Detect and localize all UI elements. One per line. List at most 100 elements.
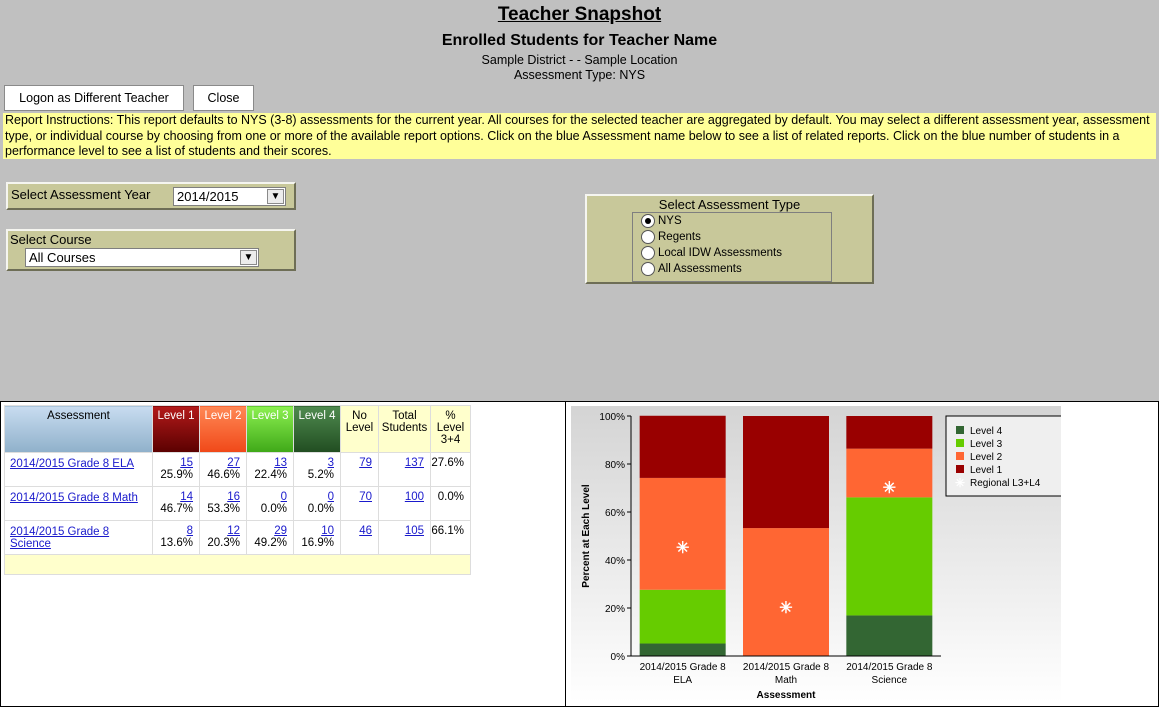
level-4-percent: 16.9%: [301, 537, 334, 549]
y-tick-label: 0%: [611, 652, 626, 663]
legend-label: Regional L3+L4: [970, 478, 1041, 489]
total-count-link[interactable]: 137: [404, 457, 424, 469]
table-row: 2014/2015 Grade 8 ELA 15 25.9% 27 46.6% 13…: [4, 452, 471, 487]
course-select[interactable]: All Courses ▼: [25, 248, 259, 267]
course-label: Select Course: [10, 232, 92, 247]
level-2-count-link[interactable]: 16: [227, 491, 240, 503]
level-4-count-link[interactable]: 0: [327, 491, 334, 503]
bar-segment-level-3: [846, 497, 933, 616]
level-4-count-link[interactable]: 3: [327, 457, 334, 469]
bar-segment-level-2: [639, 477, 726, 590]
district-line: Sample District - - Sample Location: [481, 53, 678, 67]
no-level-cell: 46: [340, 520, 379, 555]
legend-label: Level 3: [970, 439, 1003, 450]
level-2-count-link[interactable]: 27: [227, 457, 240, 469]
no-level-cell: 70: [340, 486, 379, 521]
header-level-2: Level 2: [199, 405, 247, 453]
legend-swatch: [956, 452, 964, 460]
level-1-percent: 25.9%: [160, 469, 193, 481]
bar-segment-level-3: [639, 589, 726, 644]
table-footer-row: [4, 554, 471, 575]
level-1-percent: 13.6%: [160, 537, 193, 549]
level-3-cell: 29 49.2%: [246, 520, 294, 555]
level-1-cell: 15 25.9%: [152, 452, 200, 487]
table-header-row: Assessment Level 1 Level 2 Level 3 Level…: [4, 405, 471, 453]
assessment-type-radio-group: NYS Regents Local IDW Assessments All As…: [632, 212, 832, 282]
x-axis-title: Assessment: [757, 690, 817, 701]
table-footer-cell: [4, 554, 471, 575]
level-2-percent: 46.6%: [207, 469, 240, 481]
level-2-count-link[interactable]: 12: [227, 525, 240, 537]
level-2-cell: 27 46.6%: [199, 452, 247, 487]
logon-different-teacher-button[interactable]: Logon as Different Teacher: [4, 85, 184, 111]
report-instructions: Report Instructions: This report default…: [3, 113, 1156, 159]
assessment-cell: 2014/2015 Grade 8 Science: [4, 520, 153, 555]
regional-marker-icon: ✳: [676, 540, 689, 557]
header-no-level: No Level: [340, 405, 379, 453]
table-row: 2014/2015 Grade 8 Science 8 13.6% 12 20.3%…: [4, 520, 471, 555]
radio-label: Local IDW Assessments: [658, 247, 782, 259]
header-total-students: Total Students: [378, 405, 431, 453]
table-row: 2014/2015 Grade 8 Math 14 46.7% 16 53.3% 0…: [4, 486, 471, 521]
level-3-count-link[interactable]: 13: [274, 457, 287, 469]
total-count-link[interactable]: 105: [404, 525, 424, 537]
radio-unchecked-icon[interactable]: [641, 230, 655, 244]
radio-option-local-idw[interactable]: Local IDW Assessments: [641, 245, 782, 261]
header-level-4: Level 4: [293, 405, 341, 453]
assessment-year-select[interactable]: 2014/2015 ▼: [173, 187, 286, 206]
total-count-link[interactable]: 100: [404, 491, 424, 503]
level-4-count-link[interactable]: 10: [321, 525, 334, 537]
radio-unchecked-icon[interactable]: [641, 246, 655, 260]
panel-divider: [565, 402, 566, 706]
level-1-cell: 8 13.6%: [152, 520, 200, 555]
no-level-count-link[interactable]: 79: [359, 457, 372, 469]
radio-option-regents[interactable]: Regents: [641, 229, 701, 245]
y-tick-label: 40%: [605, 556, 625, 567]
legend-label: Level 1: [970, 465, 1003, 476]
assessment-link[interactable]: 2014/2015 Grade 8 Math: [10, 492, 138, 504]
course-panel: Select Course All Courses ▼: [6, 229, 296, 271]
level-4-percent: 5.2%: [307, 469, 334, 481]
level-2-percent: 20.3%: [207, 537, 240, 549]
level-1-percent: 46.7%: [160, 503, 193, 515]
regional-marker-icon: ✳: [955, 476, 965, 490]
legend-label: Level 2: [970, 452, 1003, 463]
bar-segment-level-1: [743, 416, 829, 529]
radio-checked-icon[interactable]: [641, 214, 655, 228]
level-4-cell: 3 5.2%: [293, 452, 341, 487]
assessment-type-panel: Select Assessment Type NYS Regents Local…: [585, 194, 874, 284]
level-4-cell: 10 16.9%: [293, 520, 341, 555]
level-1-cell: 14 46.7%: [152, 486, 200, 521]
total-cell: 100: [378, 486, 431, 521]
assessment-link[interactable]: 2014/2015 Grade 8 Science: [10, 526, 110, 550]
assessment-link[interactable]: 2014/2015 Grade 8 ELA: [10, 458, 135, 470]
header-level-1: Level 1: [152, 405, 200, 453]
radio-option-all[interactable]: All Assessments: [641, 261, 742, 277]
level-3-count-link[interactable]: 29: [274, 525, 287, 537]
chevron-down-icon[interactable]: ▼: [267, 189, 284, 204]
bar-segment-level-2: [743, 528, 829, 656]
legend-swatch: [956, 426, 964, 434]
bar-segment-level-2: [846, 448, 933, 498]
level-3-percent: 0.0%: [260, 503, 287, 515]
level-3-count-link[interactable]: 0: [280, 491, 287, 503]
level-1-count-link[interactable]: 15: [180, 457, 193, 469]
level-1-count-link[interactable]: 8: [186, 525, 193, 537]
x-tick-label: 2014/2015 Grade 8 Math: [743, 662, 830, 686]
level-1-count-link[interactable]: 14: [180, 491, 193, 503]
y-tick-label: 80%: [605, 460, 625, 471]
level-3-cell: 13 22.4%: [246, 452, 294, 487]
assessment-type-label: Select Assessment Type: [658, 197, 801, 212]
close-button[interactable]: Close: [193, 85, 254, 111]
no-level-count-link[interactable]: 70: [359, 491, 372, 503]
chevron-down-icon[interactable]: ▼: [240, 250, 257, 265]
radio-label: NYS: [658, 215, 682, 227]
radio-label: Regents: [658, 231, 701, 243]
radio-unchecked-icon[interactable]: [641, 262, 655, 276]
no-level-count-link[interactable]: 46: [359, 525, 372, 537]
regional-marker-icon: ✳: [883, 480, 896, 497]
level-2-percent: 53.3%: [207, 503, 240, 515]
radio-option-nys[interactable]: NYS: [641, 213, 682, 229]
y-tick-label: 20%: [605, 604, 625, 615]
